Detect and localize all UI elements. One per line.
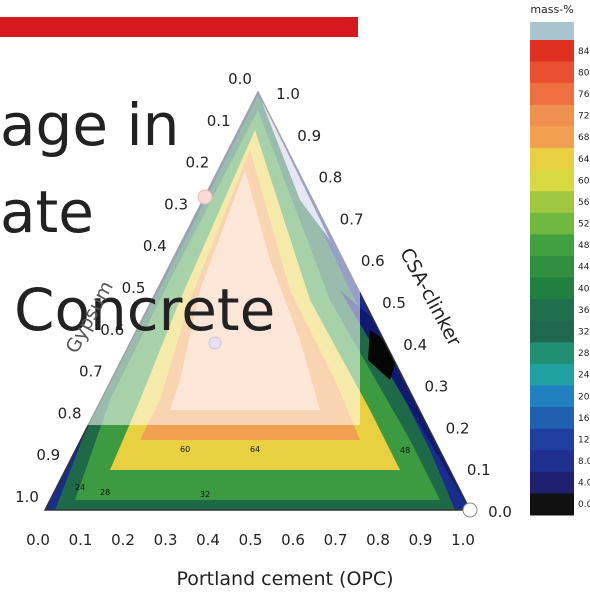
x-tick-label: 0.6 <box>281 531 305 549</box>
colorbar-label: 8.0 <box>578 457 590 467</box>
contour-label: 64 <box>250 445 260 454</box>
colorbar-label: 68 <box>578 133 590 143</box>
colorbar-label: 32 <box>578 327 589 337</box>
left-tick-label: 0.7 <box>79 363 103 381</box>
right-tick-label: 0.7 <box>340 210 364 228</box>
colorbar-cell <box>530 40 574 63</box>
colorbar-cell <box>530 385 574 408</box>
right-tick-label: 0.1 <box>467 461 491 479</box>
right-tick-label: 0.4 <box>403 336 427 354</box>
right-tick-label: 0.8 <box>318 169 342 187</box>
colorbar-cell <box>530 22 574 40</box>
right-tick-label: 0.6 <box>361 252 385 270</box>
colorbar-label: 20 <box>578 392 590 402</box>
colorbar-label: 48 <box>578 241 590 251</box>
x-tick-label: 0.0 <box>26 531 50 549</box>
colorbar-label: 52 <box>578 220 589 230</box>
x-tick-label: 0.4 <box>196 531 220 549</box>
x-tick-label: 0.3 <box>154 531 178 549</box>
x-tick-label: 0.5 <box>239 531 263 549</box>
right-tick-label: 0.2 <box>446 419 470 437</box>
colorbar-cell <box>530 277 574 300</box>
right-tick-label: 1.0 <box>276 85 300 103</box>
marker <box>462 502 478 518</box>
left-tick-label: 1.0 <box>15 488 39 506</box>
colorbar-label: 28 <box>578 349 590 359</box>
colorbar-label: 24 <box>578 371 590 381</box>
left-tick-label: 0.4 <box>143 237 167 255</box>
colorbar-cell <box>530 83 574 106</box>
left-tick-label: 0.0 <box>228 70 252 88</box>
right-tick-label: 0.0 <box>488 503 512 521</box>
colorbar-label: 76 <box>578 90 590 100</box>
colorbar-label: 64 <box>578 155 590 165</box>
colorbar-cell <box>530 320 574 343</box>
colorbar-cell <box>530 169 574 192</box>
left-tick-label: 0.9 <box>36 446 60 464</box>
contour-label: 48 <box>400 446 410 455</box>
left-tick-label: 0.6 <box>100 321 124 339</box>
colorbar-cell <box>530 234 574 257</box>
left-tick-label: 0.8 <box>58 404 82 422</box>
colorbar-cell <box>530 255 574 278</box>
colorbar-cell <box>530 342 574 365</box>
contour-label: 60 <box>180 445 190 454</box>
colorbar-label: 16 <box>578 414 590 424</box>
colorbar-label: 60 <box>578 176 590 186</box>
left-tick-label: 0.1 <box>207 112 231 130</box>
x-tick-label: 0.2 <box>111 531 135 549</box>
colorbar-label: 44 <box>578 263 590 273</box>
colorbar-cell <box>530 493 574 516</box>
right-tick-label: 0.9 <box>297 127 321 145</box>
colorbar-cell <box>530 363 574 386</box>
colorbar-cell <box>530 104 574 127</box>
contour-label: 28 <box>100 488 110 497</box>
overlay-text: ate <box>0 178 94 246</box>
colorbar-label: 12 <box>578 435 589 445</box>
x-tick-label: 0.9 <box>409 531 433 549</box>
colorbar-label: 72 <box>578 112 589 122</box>
colorbar-label: 56 <box>578 198 590 208</box>
slide-overlay <box>0 45 360 425</box>
colorbar-cell <box>530 212 574 235</box>
x-tick-label: 0.1 <box>69 531 93 549</box>
colorbar-cell <box>530 61 574 84</box>
colorbar-label: 40 <box>578 284 590 294</box>
colorbar-cell <box>530 450 574 473</box>
colorbar-label: 0.0 <box>578 500 590 510</box>
colorbar-cell <box>530 428 574 451</box>
colorbar-cell <box>530 407 574 430</box>
overlay-text: age in <box>0 91 179 159</box>
contour-label: 24 <box>75 483 85 492</box>
axis-label: Portland cement (OPC) <box>176 568 393 590</box>
colorbar-cell <box>530 299 574 322</box>
contour-label: 32 <box>200 490 210 499</box>
right-tick-label: 0.5 <box>382 294 406 312</box>
right-tick-label: 0.3 <box>424 378 448 396</box>
colorbar-label: 36 <box>578 306 590 316</box>
left-tick-label: 0.2 <box>185 154 209 172</box>
x-tick-label: 0.8 <box>366 531 390 549</box>
colorbar-cell <box>530 126 574 149</box>
colorbar-label: 84 <box>578 47 590 57</box>
colorbar-label: 4.0 <box>578 479 590 489</box>
left-tick-label: 0.3 <box>164 195 188 213</box>
x-tick-label: 1.0 <box>451 531 475 549</box>
red-bar <box>0 17 358 37</box>
overlay-text: Concrete <box>14 276 275 344</box>
colorbar-title: mass-% <box>530 3 573 16</box>
colorbar-cell <box>530 191 574 214</box>
colorbar-label: 80 <box>578 68 590 78</box>
left-tick-label: 0.5 <box>122 279 146 297</box>
colorbar-cell <box>530 471 574 494</box>
colorbar-cell <box>530 147 574 171</box>
x-tick-label: 0.7 <box>324 531 348 549</box>
